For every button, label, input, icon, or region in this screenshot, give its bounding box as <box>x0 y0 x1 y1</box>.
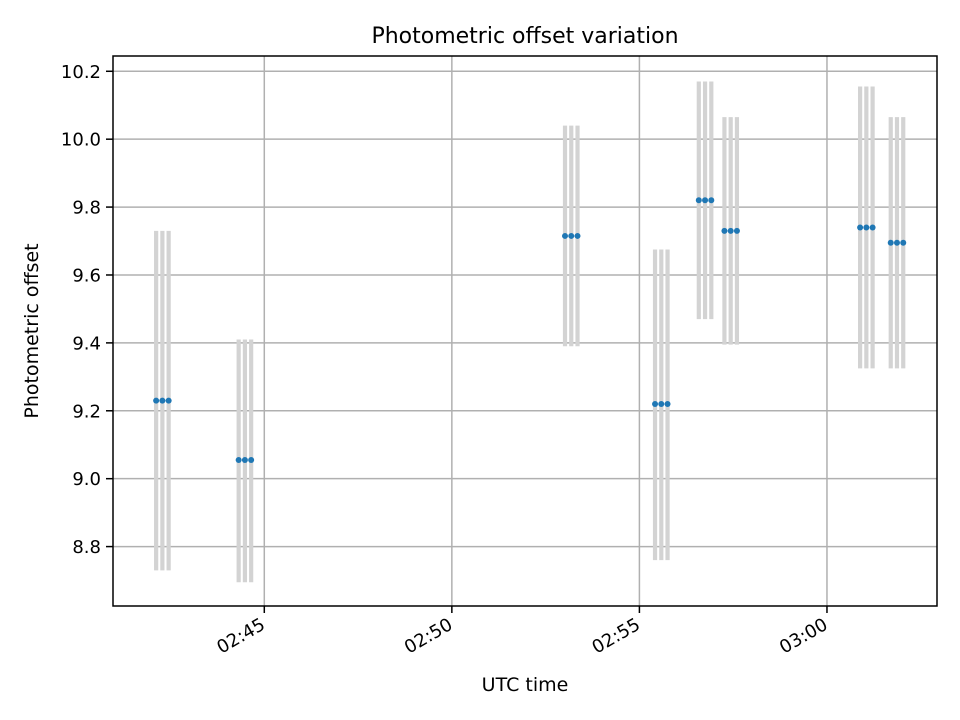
y-tick-label: 8.8 <box>72 537 101 558</box>
data-point <box>721 227 728 234</box>
chart-title: Photometric offset variation <box>371 24 678 49</box>
data-point <box>893 239 900 246</box>
data-point <box>568 232 575 239</box>
data-point <box>562 232 569 239</box>
data-point <box>900 239 907 246</box>
x-axis-label: UTC time <box>482 674 569 696</box>
data-point <box>574 232 581 239</box>
data-point <box>702 197 709 204</box>
data-point <box>733 227 740 234</box>
data-point <box>727 227 734 234</box>
data-point <box>235 457 242 464</box>
point-layer <box>153 197 907 464</box>
data-point <box>658 400 665 407</box>
data-point <box>869 224 876 231</box>
y-tick-label: 9.2 <box>72 401 101 422</box>
data-point <box>695 197 702 204</box>
data-point <box>241 457 248 464</box>
data-point <box>652 400 659 407</box>
data-point <box>248 457 255 464</box>
data-point <box>887 239 894 246</box>
plot-frame <box>112 55 938 607</box>
data-point <box>153 397 160 404</box>
data-point <box>159 397 166 404</box>
y-tick-label: 9.8 <box>72 198 101 219</box>
y-tick-label: 9.6 <box>72 265 101 286</box>
data-point <box>863 224 870 231</box>
data-point <box>857 224 864 231</box>
y-axis-label: Photometric offset <box>21 243 43 418</box>
data-point <box>708 197 715 204</box>
y-tick-label: 9.4 <box>72 333 101 354</box>
y-tick-label: 9.0 <box>72 469 101 490</box>
data-point <box>664 400 671 407</box>
y-tick-label: 10.2 <box>61 62 101 83</box>
data-point <box>165 397 172 404</box>
y-tick-label: 10.0 <box>61 130 101 151</box>
